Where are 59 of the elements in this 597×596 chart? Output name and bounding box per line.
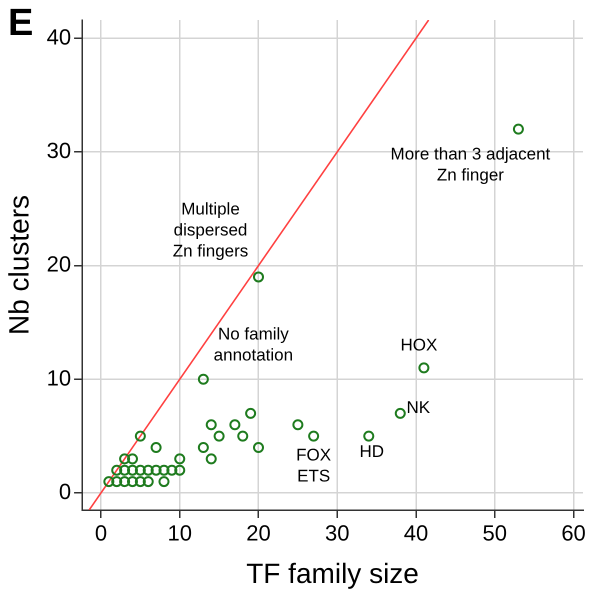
point bbox=[126, 453, 138, 464]
point bbox=[174, 464, 186, 476]
y-axis-title: Nb clusters bbox=[4, 194, 35, 336]
point bbox=[206, 453, 217, 464]
point bbox=[245, 408, 256, 419]
point bbox=[150, 442, 162, 453]
point bbox=[229, 419, 240, 430]
x-tick-label: 50 bbox=[482, 520, 508, 546]
point bbox=[119, 464, 130, 476]
point bbox=[103, 476, 114, 488]
point bbox=[292, 419, 304, 430]
point bbox=[253, 271, 264, 282]
x-tick-label: 60 bbox=[561, 520, 586, 546]
annotation: More than 3 adjacent Zn finger bbox=[390, 144, 551, 184]
y-tick-label: 30 bbox=[46, 138, 72, 163]
point bbox=[158, 476, 170, 488]
point bbox=[237, 430, 248, 442]
point bbox=[308, 430, 320, 442]
point bbox=[142, 464, 154, 476]
point bbox=[198, 374, 209, 385]
y-tick-label: 20 bbox=[46, 252, 72, 277]
point bbox=[158, 464, 170, 476]
text: E bbox=[8, 2, 34, 44]
point bbox=[111, 476, 122, 488]
point bbox=[174, 453, 186, 464]
point bbox=[198, 442, 209, 453]
annotation: FOX ETS bbox=[296, 445, 332, 486]
y-tick-label: 40 bbox=[46, 24, 72, 50]
point bbox=[150, 464, 162, 476]
point bbox=[394, 408, 406, 419]
point bbox=[363, 430, 374, 442]
point bbox=[142, 476, 154, 488]
point bbox=[126, 476, 138, 488]
point bbox=[418, 362, 430, 374]
point bbox=[134, 464, 146, 476]
point bbox=[166, 464, 178, 476]
annotation: HD bbox=[359, 442, 384, 461]
point bbox=[206, 419, 217, 430]
point bbox=[253, 442, 264, 453]
point bbox=[126, 464, 138, 476]
y-tick-label: 10 bbox=[46, 365, 72, 390]
x-tick-label: 20 bbox=[246, 520, 271, 546]
point bbox=[214, 430, 225, 442]
annotation: Multiple dispersed Zn fingers bbox=[172, 200, 248, 261]
point bbox=[512, 124, 524, 135]
y-tick-label: 0 bbox=[58, 479, 72, 504]
x-tick-label: 10 bbox=[167, 520, 192, 546]
x-tick-label: 0 bbox=[94, 520, 108, 546]
point bbox=[119, 453, 130, 464]
annotation: HOX bbox=[400, 336, 438, 355]
annotation: NK bbox=[406, 398, 431, 418]
point bbox=[134, 476, 146, 488]
point bbox=[119, 476, 130, 488]
x-tick-label: 40 bbox=[404, 520, 428, 546]
point bbox=[111, 464, 122, 476]
point bbox=[134, 430, 146, 442]
x-tick-label: 30 bbox=[325, 520, 350, 546]
annotation: No family annotation bbox=[214, 324, 294, 364]
x-axis-title: TF family size bbox=[246, 558, 419, 589]
